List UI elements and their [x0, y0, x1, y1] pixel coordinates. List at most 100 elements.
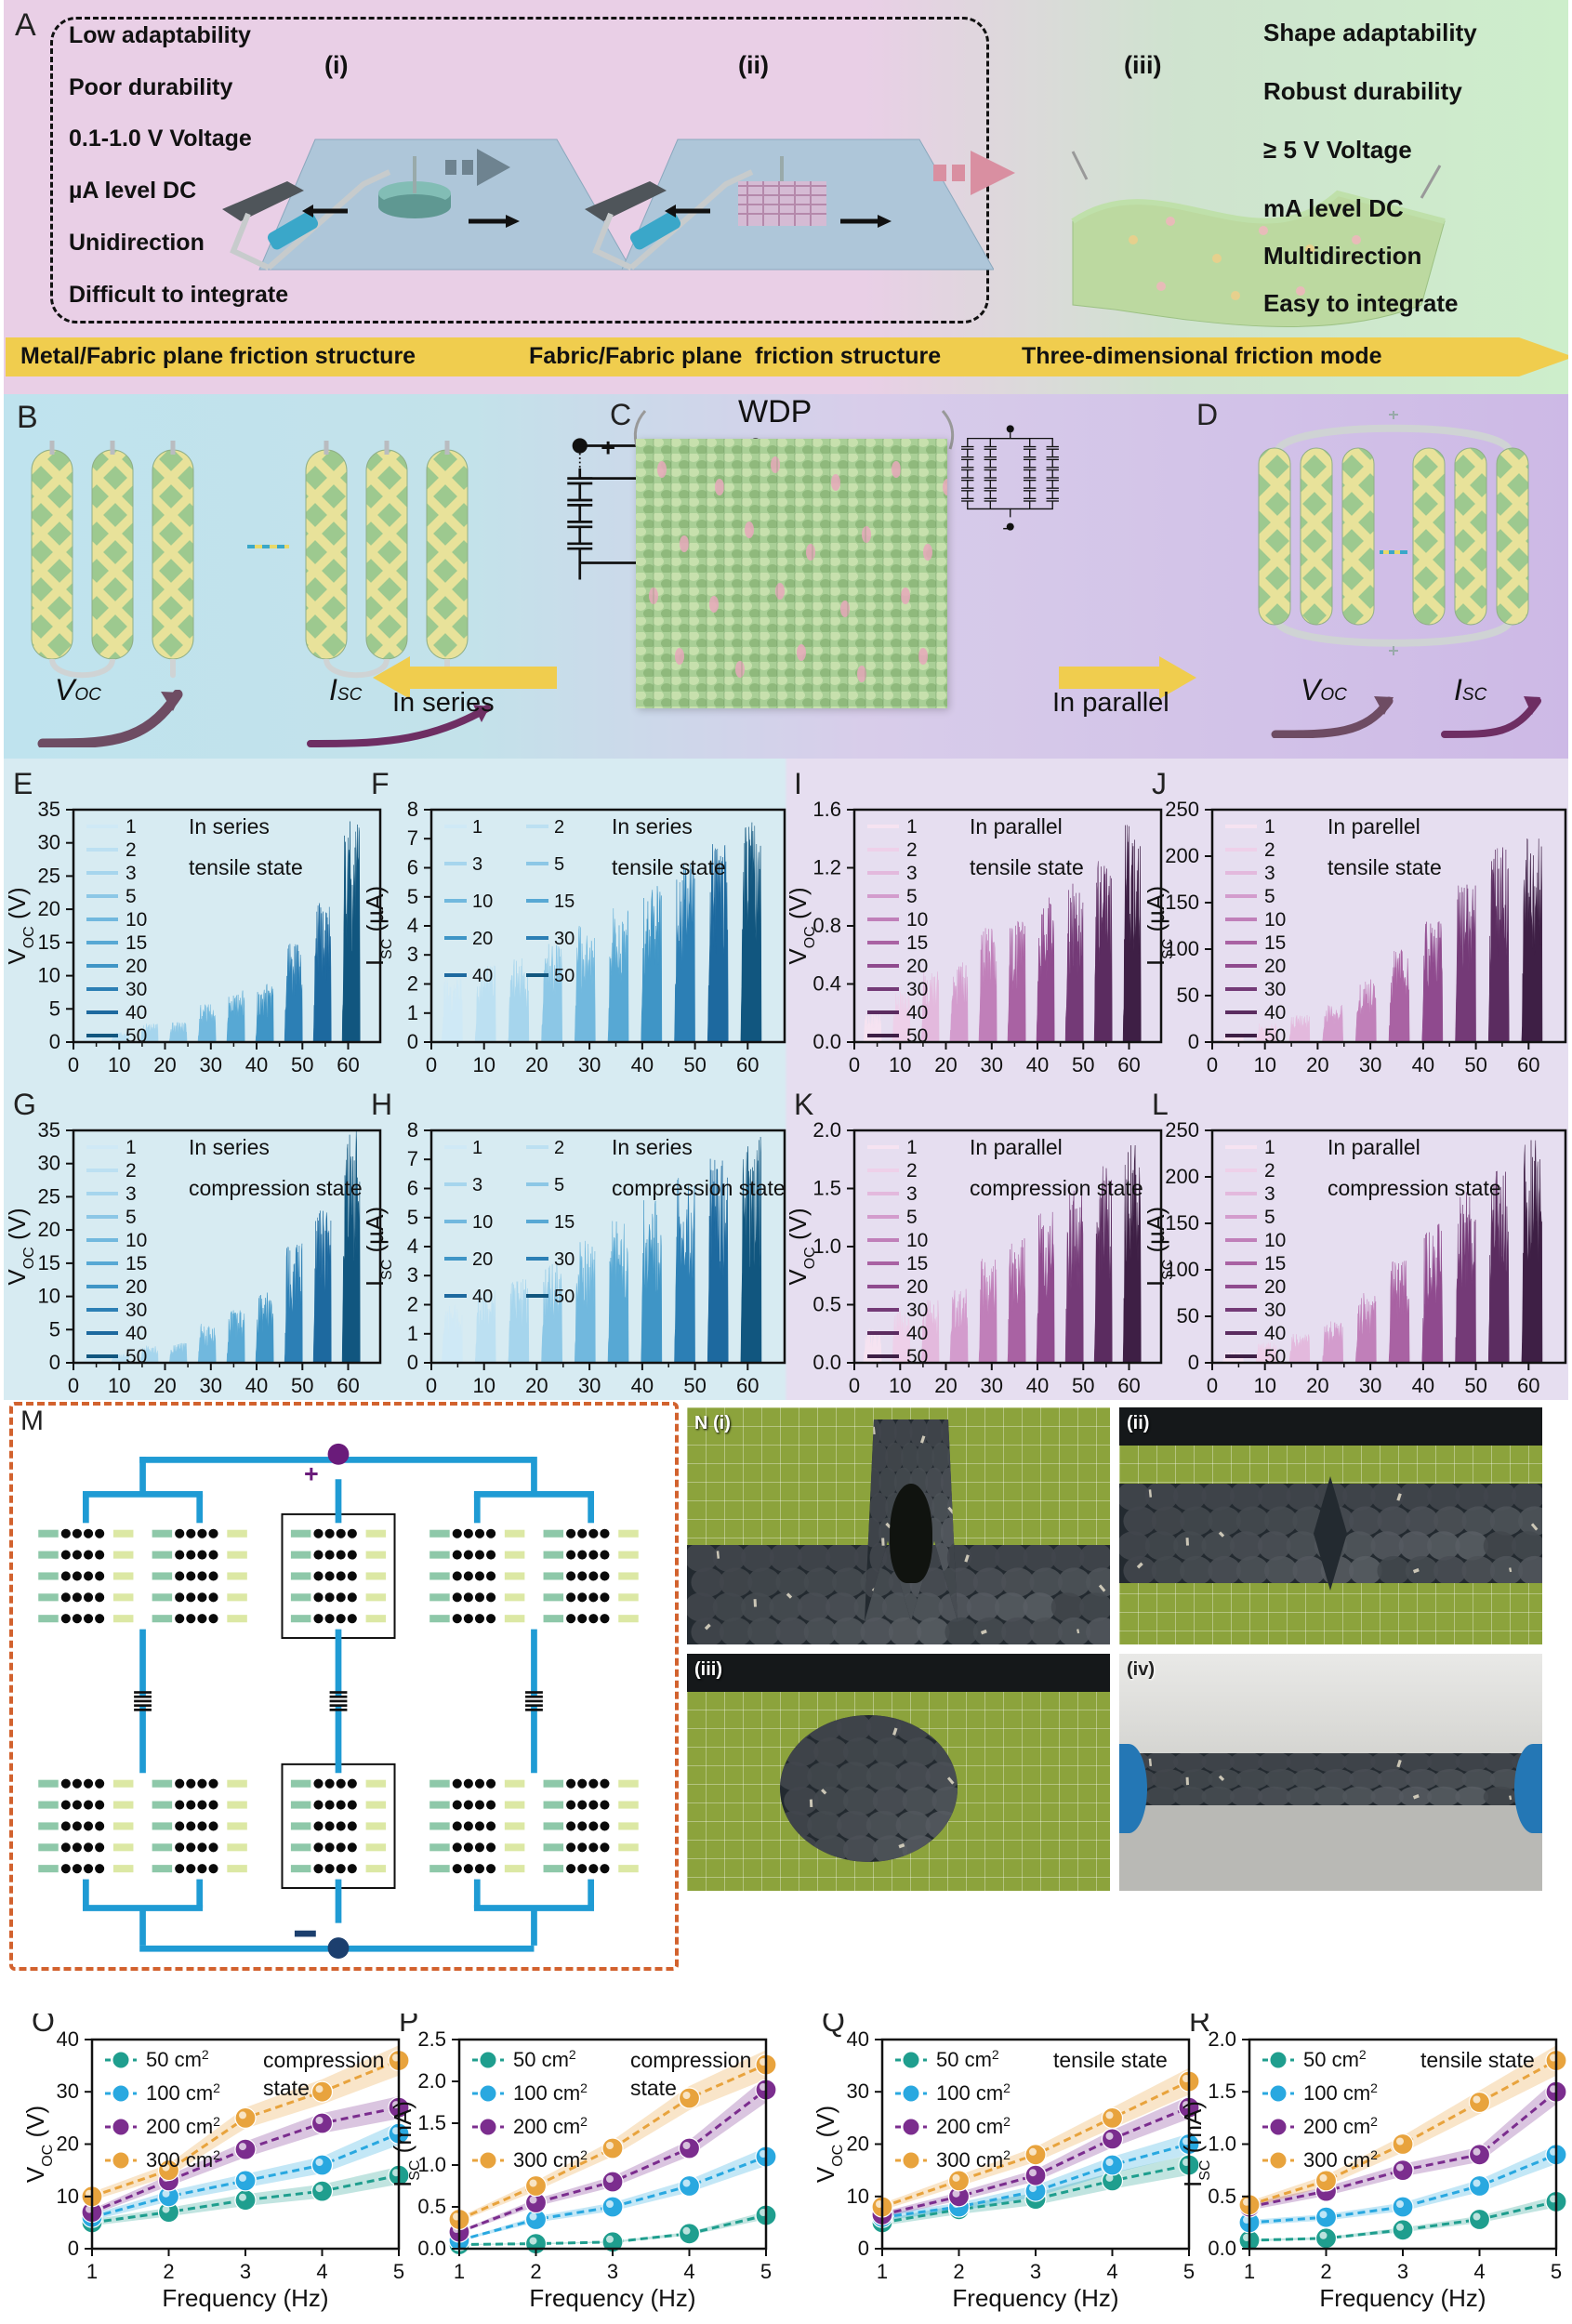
svg-text:20: 20	[38, 897, 60, 920]
svg-text:50 cm2: 50 cm2	[1303, 2047, 1367, 2071]
svg-text:1.2: 1.2	[812, 856, 841, 879]
svg-text:In series: In series	[612, 814, 693, 838]
svg-text:0: 0	[849, 1374, 860, 1397]
svg-text:40: 40	[245, 1053, 268, 1076]
svg-text:compression state: compression state	[1328, 1176, 1501, 1200]
svg-text:state: state	[263, 2076, 310, 2100]
svg-text:2: 2	[125, 1160, 137, 1182]
svg-text:3: 3	[240, 2260, 251, 2283]
svg-text:3: 3	[906, 1183, 918, 1205]
svg-text:1: 1	[877, 2260, 888, 2283]
svg-text:0: 0	[1207, 1374, 1218, 1397]
svg-text:60: 60	[1117, 1374, 1140, 1397]
svg-text:0: 0	[426, 1374, 437, 1397]
svg-text:1: 1	[472, 1138, 482, 1158]
svg-text:1.5: 1.5	[812, 1177, 841, 1200]
svg-text:15: 15	[1264, 932, 1286, 954]
svg-text:0: 0	[426, 1053, 437, 1076]
svg-text:3: 3	[125, 1183, 137, 1205]
svg-text:In parallel: In parallel	[970, 1135, 1063, 1159]
svg-text:100 cm2: 100 cm2	[146, 2080, 220, 2105]
svg-text:200 cm2: 200 cm2	[513, 2114, 588, 2138]
svg-text:10: 10	[38, 964, 60, 987]
svg-text:5: 5	[906, 1207, 918, 1228]
svg-text:15: 15	[125, 932, 147, 954]
svg-text:35: 35	[38, 1121, 60, 1142]
svg-text:40: 40	[631, 1053, 654, 1076]
svg-text:15: 15	[554, 1212, 575, 1233]
svg-text:+: +	[1003, 424, 1011, 426]
svg-text:1: 1	[407, 1322, 418, 1345]
svg-text:200: 200	[1165, 844, 1199, 867]
svg-text:1: 1	[472, 817, 482, 838]
svg-text:10: 10	[472, 1212, 493, 1233]
svg-text:20: 20	[125, 956, 147, 977]
svg-text:0: 0	[49, 1030, 60, 1053]
svg-text:tensile state: tensile state	[1053, 2048, 1168, 2072]
svg-text:5: 5	[49, 1317, 60, 1340]
svg-text:40: 40	[245, 1374, 268, 1397]
svg-text:10: 10	[108, 1374, 130, 1397]
svg-text:40: 40	[57, 2030, 79, 2051]
svg-text:10: 10	[38, 1285, 60, 1308]
svg-text:25: 25	[38, 1184, 60, 1208]
svg-text:40: 40	[1026, 1053, 1049, 1076]
svg-text:8: 8	[407, 1121, 418, 1142]
svg-text:+: +	[601, 433, 615, 461]
svg-text:15: 15	[125, 1253, 147, 1274]
svg-text:50: 50	[291, 1053, 313, 1076]
svg-text:4: 4	[1106, 2260, 1117, 2283]
svg-text:1.5: 1.5	[417, 2111, 446, 2134]
svg-text:In parallel: In parallel	[970, 814, 1063, 838]
svg-text:7: 7	[407, 826, 418, 850]
svg-text:250: 250	[1165, 800, 1199, 821]
svg-text:In series: In series	[189, 1135, 270, 1159]
svg-text:30: 30	[847, 2080, 869, 2103]
svg-text:20: 20	[847, 2133, 869, 2156]
svg-text:10: 10	[889, 1374, 911, 1397]
svg-text:0: 0	[858, 2237, 869, 2260]
svg-text:2: 2	[1320, 2260, 1331, 2283]
svg-text:1: 1	[125, 816, 137, 838]
svg-text:2.0: 2.0	[1208, 2030, 1236, 2051]
svg-text:5: 5	[49, 997, 60, 1020]
svg-text:2: 2	[407, 972, 418, 996]
svg-text:20: 20	[1264, 1276, 1286, 1298]
svg-text:300 cm2: 300 cm2	[146, 2147, 220, 2172]
svg-text:4: 4	[683, 2260, 694, 2283]
svg-text:20: 20	[934, 1053, 957, 1076]
svg-text:10: 10	[108, 1053, 130, 1076]
svg-text:10: 10	[1253, 1053, 1275, 1076]
svg-text:50: 50	[906, 1025, 928, 1047]
svg-text:3: 3	[407, 1263, 418, 1287]
svg-text:1: 1	[454, 2260, 465, 2283]
svg-text:compression state: compression state	[612, 1176, 786, 1200]
svg-text:50 cm2: 50 cm2	[513, 2047, 576, 2071]
svg-text:35: 35	[38, 800, 60, 821]
svg-text:50: 50	[554, 966, 575, 986]
svg-text:0: 0	[1188, 1351, 1199, 1374]
svg-text:compression: compression	[263, 2048, 384, 2072]
svg-text:250: 250	[1165, 1121, 1199, 1142]
svg-text:30: 30	[38, 1152, 60, 1175]
svg-text:2.0: 2.0	[417, 2069, 446, 2093]
svg-text:2: 2	[1264, 839, 1275, 861]
svg-text:1: 1	[906, 1137, 918, 1158]
svg-text:30: 30	[981, 1374, 1003, 1397]
svg-text:3: 3	[607, 2260, 618, 2283]
svg-text:3: 3	[472, 1175, 482, 1195]
svg-text:1: 1	[906, 816, 918, 838]
svg-text:compression state: compression state	[189, 1176, 363, 1200]
svg-text:0: 0	[68, 1374, 79, 1397]
svg-text:50: 50	[1072, 1374, 1094, 1397]
svg-text:40: 40	[1264, 1323, 1286, 1344]
svg-text:200 cm2: 200 cm2	[1303, 2114, 1378, 2138]
svg-text:50: 50	[554, 1287, 575, 1307]
svg-text:50 cm2: 50 cm2	[146, 2047, 209, 2071]
svg-text:30: 30	[200, 1053, 222, 1076]
svg-text:20: 20	[934, 1374, 957, 1397]
svg-text:5: 5	[554, 854, 564, 875]
svg-text:2: 2	[407, 1293, 418, 1316]
svg-text:200: 200	[1165, 1165, 1199, 1188]
svg-text:tensile state: tensile state	[970, 855, 1084, 879]
